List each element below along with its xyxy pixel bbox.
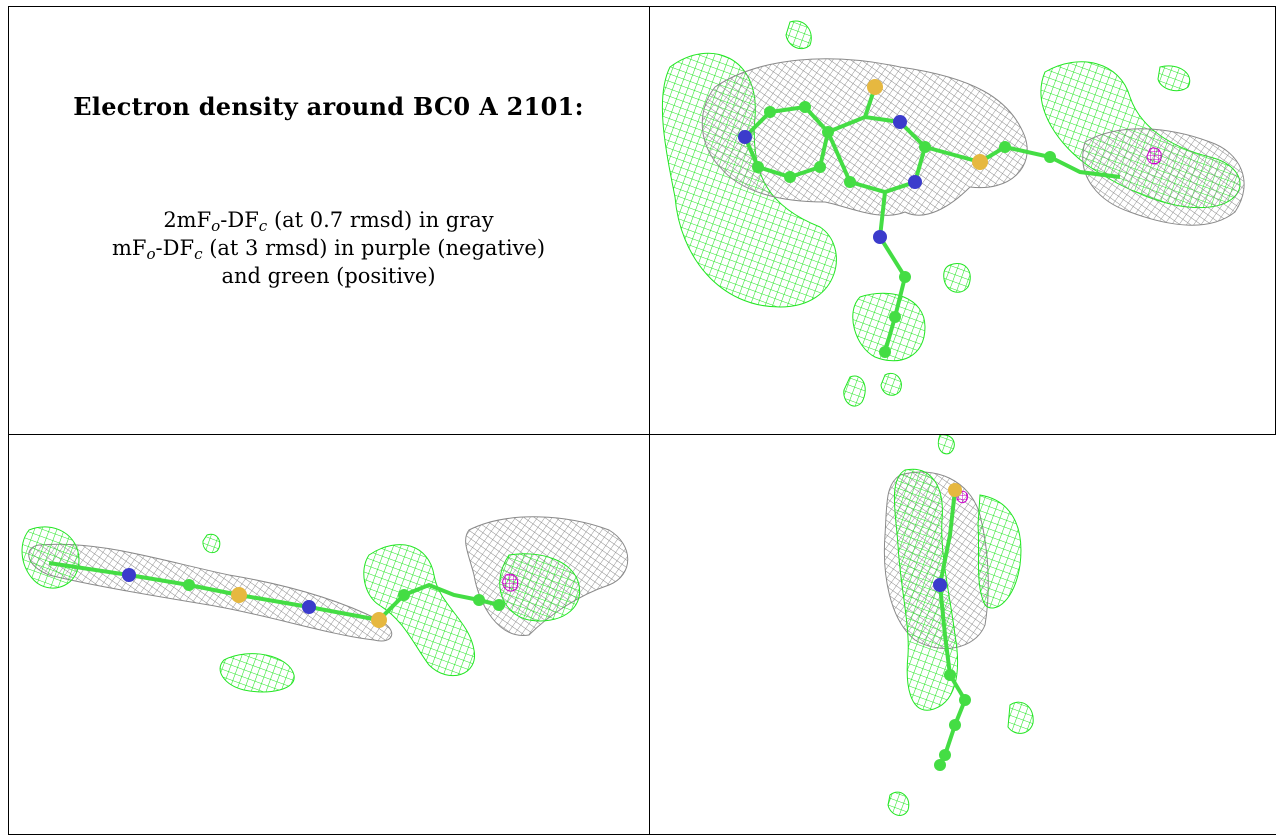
caption-title: Electron density around BC0 A 2101:	[73, 92, 584, 121]
purple-density	[502, 573, 519, 592]
green-density-lowblob	[1007, 701, 1034, 734]
ligand-atoms-bottom-left	[122, 568, 505, 628]
density-render-bottom-left	[21, 516, 629, 693]
density-render-bottom-right	[883, 435, 1034, 816]
gray-density-tail	[1082, 128, 1245, 226]
table-border-center	[649, 6, 650, 835]
caption-map-fofc: mFo-DFc (at 3 rmsd) in purple (negative)	[111, 236, 546, 263]
green-density-lower	[219, 653, 295, 693]
green-density-stub	[937, 435, 955, 455]
table-border-middle	[8, 434, 1276, 435]
ligand-atoms-top-right	[738, 79, 1056, 358]
green-density-small4	[785, 20, 812, 50]
green-density-side	[977, 494, 1022, 609]
green-density-mid	[363, 544, 475, 677]
ligand-atoms-bottom-right	[933, 483, 971, 771]
view-bottom-left	[9, 435, 649, 834]
green-density-small2	[843, 375, 866, 407]
green-density-foot	[887, 791, 910, 816]
caption-map-positive: and green (positive)	[221, 264, 436, 288]
purple-density	[1146, 147, 1162, 165]
view-bottom-right	[650, 435, 1275, 834]
green-density-chain	[852, 292, 926, 362]
caption-map-2fofc: 2mFo-DFc (at 0.7 rmsd) in gray	[163, 208, 494, 235]
table-border-top	[8, 6, 1276, 7]
green-density-vertical	[893, 468, 958, 711]
green-density-small1	[943, 263, 971, 293]
caption-cell: Electron density around BC0 A 2101: 2mFo…	[8, 6, 649, 434]
gray-density-long	[28, 543, 392, 642]
green-density-dot	[202, 533, 221, 554]
green-density-small5	[1157, 65, 1191, 92]
view-top-right	[650, 7, 1275, 434]
green-density-leftend	[21, 526, 80, 589]
density-render-top-right	[661, 20, 1245, 407]
table-border-left	[8, 6, 9, 835]
green-density-rightring	[499, 553, 581, 622]
green-density-small3	[880, 373, 902, 396]
